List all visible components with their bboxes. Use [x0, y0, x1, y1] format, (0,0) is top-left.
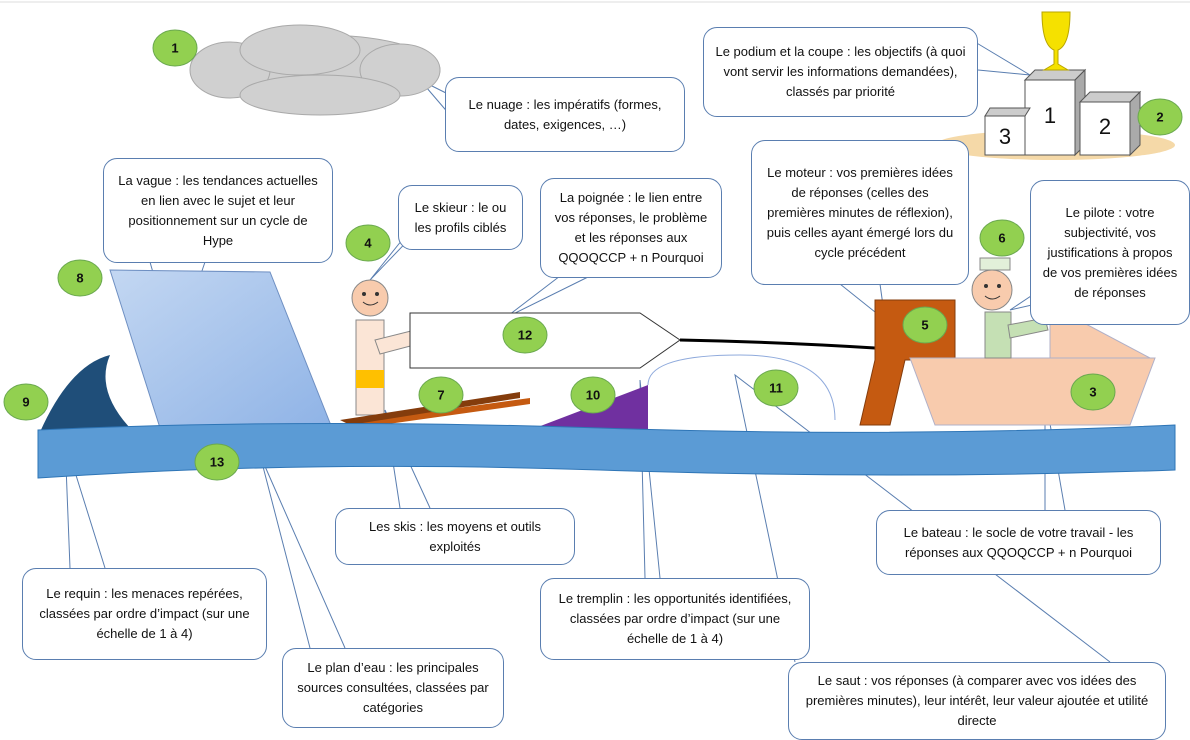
- badge-label: 7: [437, 387, 444, 402]
- callout: La poignée : le lien entre vos réponses,…: [540, 178, 722, 278]
- badge-label: 4: [364, 235, 372, 250]
- badge-label: 12: [518, 327, 532, 342]
- callout: Le tremplin : les opportunités identifié…: [540, 578, 810, 660]
- callout: Le podium et la coupe : les objectifs (à…: [703, 27, 978, 117]
- badge-label: 9: [22, 394, 29, 409]
- badge-label: 2: [1156, 109, 1163, 124]
- callout: Le saut : vos réponses (à comparer avec …: [788, 662, 1166, 740]
- callout: Le moteur : vos premières idées de répon…: [751, 140, 969, 285]
- badge-label: 5: [921, 317, 928, 332]
- badge-label: 6: [998, 230, 1005, 245]
- podium-label: 3: [999, 124, 1011, 149]
- badge-label: 11: [769, 380, 783, 395]
- callout: La vague : les tendances actuelles en li…: [103, 158, 333, 263]
- callout: Le plan d’eau : les principales sources …: [282, 648, 504, 728]
- badge-label: 8: [76, 270, 83, 285]
- badge-label: 13: [210, 454, 224, 469]
- callout: Le nuage : les impératifs (formes, dates…: [445, 77, 685, 152]
- badge-label: 1: [171, 40, 178, 55]
- diagram: 1 2 3 12345678910111213 Le nuage : les i…: [0, 0, 1190, 740]
- callout: Le skieur : le ou les profils ciblés: [398, 185, 523, 250]
- podium-label: 1: [1044, 103, 1056, 128]
- callout: Le bateau : le socle de votre travail - …: [876, 510, 1161, 575]
- callout: Le pilote : votre subjectivité, vos just…: [1030, 180, 1190, 325]
- podium-label: 2: [1099, 114, 1111, 139]
- badge-label: 3: [1089, 384, 1096, 399]
- callout: Le requin : les menaces repérées, classé…: [22, 568, 267, 660]
- callout: Les skis : les moyens et outils exploité…: [335, 508, 575, 565]
- badge-label: 10: [586, 387, 600, 402]
